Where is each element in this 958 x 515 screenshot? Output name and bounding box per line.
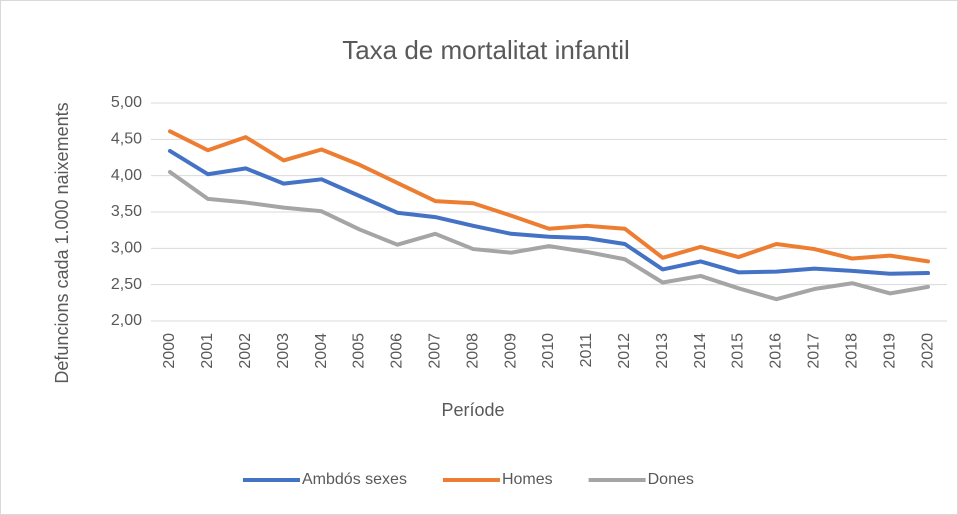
- legend-label: Ambdós sexes: [302, 471, 407, 488]
- x-tick-label: 2000: [161, 333, 178, 369]
- legend-label: Homes: [502, 471, 553, 488]
- x-tick-label: 2015: [730, 333, 747, 369]
- x-tick-label: 2019: [881, 333, 898, 369]
- x-tick-label: 2007: [427, 333, 444, 369]
- x-tick-label: 2018: [843, 333, 860, 369]
- x-tick-label: 2002: [237, 333, 254, 369]
- y-tick-label: 5,00: [111, 94, 142, 111]
- x-tick-label: 2004: [313, 333, 330, 369]
- x-tick-label: 2017: [806, 333, 823, 369]
- y-tick-label: 4,00: [111, 167, 142, 184]
- y-tick-label: 3,00: [111, 240, 142, 257]
- y-axis-label: Defuncions cada 1.000 naixements: [52, 102, 72, 383]
- series-line: [167, 148, 931, 276]
- x-tick-label: 2012: [616, 333, 633, 369]
- x-tick-label: 2011: [578, 333, 595, 368]
- x-tick-label: 2006: [389, 333, 406, 369]
- series-line: [167, 170, 931, 302]
- y-tick-label: 2,50: [111, 276, 142, 293]
- y-tick-label: 3,50: [111, 203, 142, 220]
- x-tick-label: 2001: [199, 333, 216, 369]
- x-tick-label: 2020: [919, 333, 936, 369]
- series-line: [167, 129, 931, 264]
- x-tick-label: 2010: [540, 333, 557, 369]
- x-tick-label: 2003: [275, 333, 292, 369]
- x-tick-label: 2009: [502, 333, 519, 369]
- legend-label: Dones: [648, 471, 694, 488]
- x-tick-label: 2014: [692, 333, 709, 369]
- x-tick-label: 2013: [654, 333, 671, 369]
- chart-title: Taxa de mortalitat infantil: [342, 35, 630, 65]
- x-tick-label: 2008: [464, 333, 481, 369]
- y-tick-label: 2,00: [111, 312, 142, 329]
- y-tick-label: 4,50: [111, 131, 142, 148]
- x-axis-label: Període: [441, 400, 504, 420]
- x-tick-label: 2016: [768, 333, 785, 369]
- x-tick-label: 2005: [351, 333, 368, 369]
